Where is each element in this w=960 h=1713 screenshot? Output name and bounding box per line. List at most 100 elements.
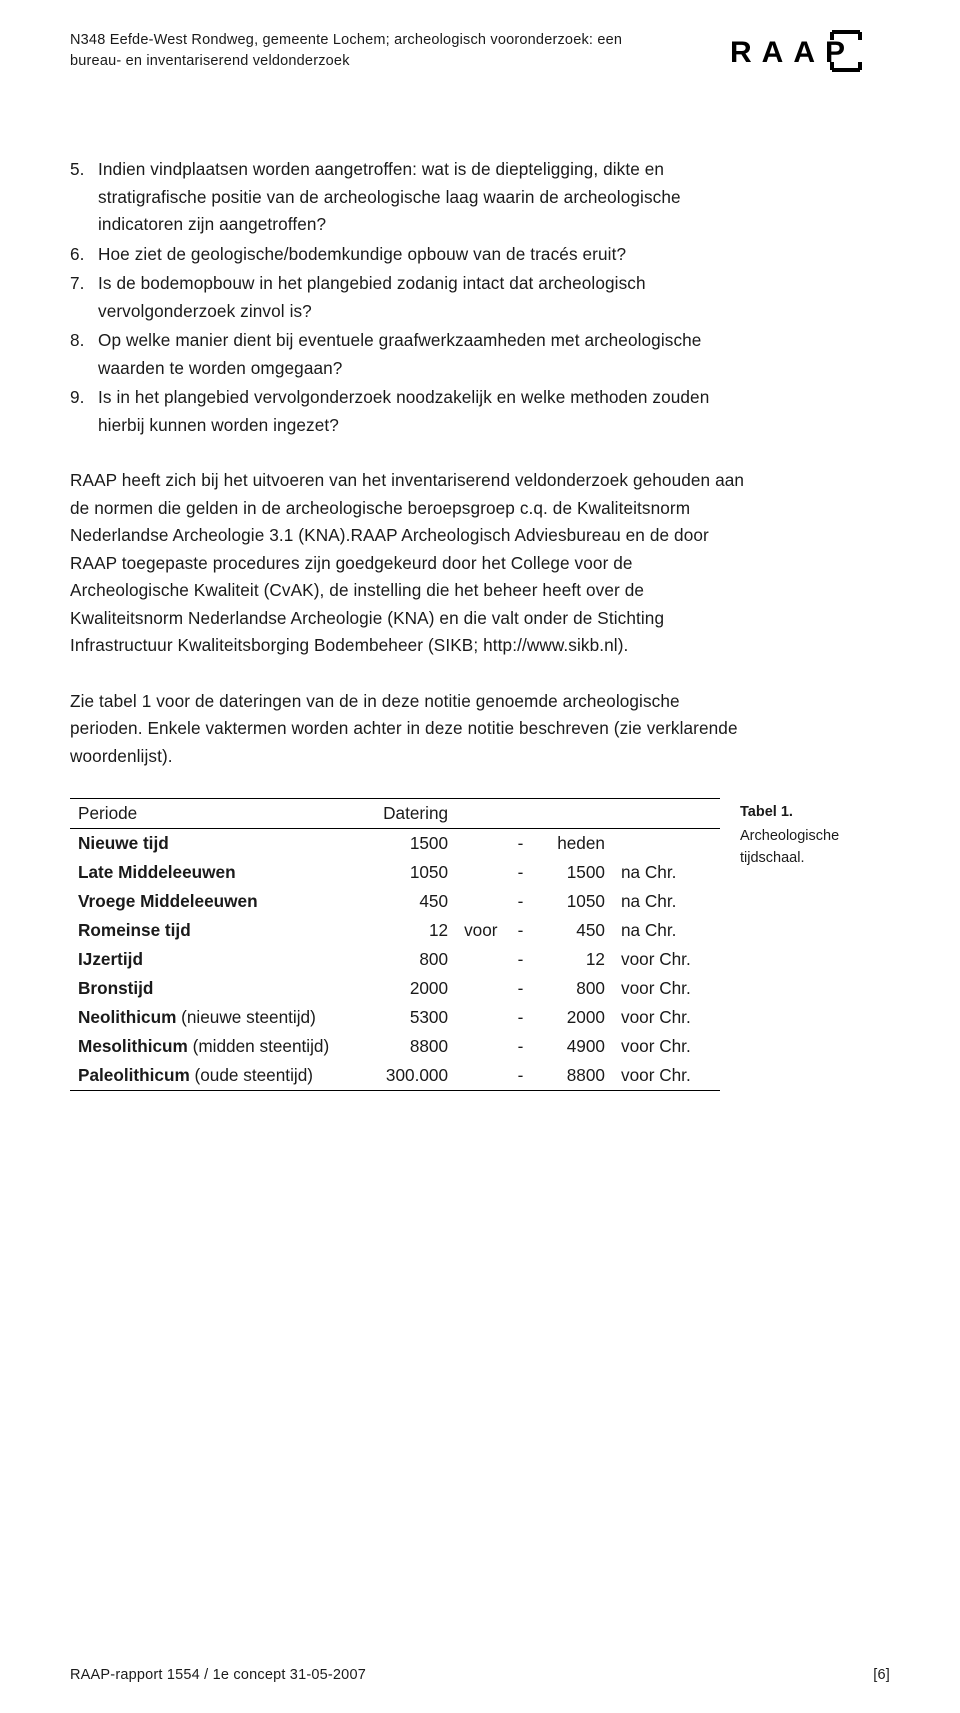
date-dash: - [506,916,535,945]
period-tail: (midden steentijd) [188,1036,329,1056]
question-list: 5.Indien vindplaatsen worden aangetroffe… [70,156,755,439]
period-tail: (oude steentijd) [190,1065,313,1085]
date-from: 1500 [350,829,456,859]
table-row: Bronstijd 2000 -800voor Chr. [70,974,720,1003]
date-dash: - [506,1032,535,1061]
table-body: Nieuwe tijd1500-heden Late Middeleeuwen1… [70,829,720,1091]
date-prefix [456,858,506,887]
table-header-row: Periode Datering [70,799,720,829]
date-from: 300.000 [350,1061,456,1091]
footer-right: [6] [873,1667,890,1683]
th-periode: Periode [70,799,350,829]
page: N348 Eefde-West Rondweg, gemeente Lochem… [0,0,960,1713]
list-text: Is de bodemopbouw in het plangebied zoda… [98,270,755,325]
period-name: Romeinse tijd [78,920,191,940]
table-row: Mesolithicum (midden steentijd) 8800 -4900… [70,1032,720,1061]
th-datering: Datering [350,799,456,829]
date-to: 12 [535,945,613,974]
date-dash: - [506,974,535,1003]
date-from: 5300 [350,1003,456,1032]
running-header: N348 Eefde-West Rondweg, gemeente Lochem… [70,30,622,72]
date-to: 800 [535,974,613,1003]
period-name: Neolithicum [78,1007,176,1027]
list-number: 6. [70,241,98,269]
list-text: Is in het plangebied vervolgonderzoek no… [98,384,755,439]
date-prefix [456,829,506,859]
date-prefix [456,1061,506,1091]
logo-text: RAAP [730,36,855,69]
list-number: 5. [70,156,98,239]
date-suffix: voor Chr. [613,974,720,1003]
period-name: Vroege Middeleeuwen [78,891,258,911]
list-item: 9.Is in het plangebied vervolgonderzoek … [70,384,755,439]
date-suffix: voor Chr. [613,1032,720,1061]
table-row: Vroege Middeleeuwen 450 -1050na Chr. [70,887,720,916]
date-dash: - [506,1003,535,1032]
list-number: 7. [70,270,98,325]
page-footer: RAAP-rapport 1554 / 1e concept 31-05-200… [70,1667,890,1683]
date-suffix: na Chr. [613,858,720,887]
period-name: Mesolithicum [78,1036,188,1056]
date-prefix [456,887,506,916]
th-blank [456,799,506,829]
period-name: Late Middeleeuwen [78,862,236,882]
period-name: IJzertijd [78,949,143,969]
list-item: 7.Is de bodemopbouw in het plangebied zo… [70,270,755,325]
page-header: N348 Eefde-West Rondweg, gemeente Lochem… [70,30,890,76]
th-blank [535,799,613,829]
date-to: 2000 [535,1003,613,1032]
period-name: Paleolithicum [78,1065,190,1085]
caption-title: Tabel 1. [740,802,890,824]
date-dash: - [506,858,535,887]
date-from: 2000 [350,974,456,1003]
date-dash: - [506,1061,535,1091]
date-suffix: voor Chr. [613,1061,720,1091]
header-line-1: N348 Eefde-West Rondweg, gemeente Lochem… [70,32,622,48]
table-with-caption: Periode Datering Nieuwe tijd1500-heden L… [70,798,890,1091]
period-name: Bronstijd [78,978,153,998]
table-row: IJzertijd 800 -12voor Chr. [70,945,720,974]
th-blank [613,799,720,829]
paragraph: RAAP heeft zich bij het uitvoeren van he… [70,467,755,660]
list-text: Hoe ziet de geologische/bodemkundige opb… [98,241,755,269]
date-from: 450 [350,887,456,916]
list-item: 5.Indien vindplaatsen worden aangetroffe… [70,156,755,239]
date-dash: - [506,829,535,859]
list-number: 8. [70,327,98,382]
date-from: 12 [350,916,456,945]
date-to: 4900 [535,1032,613,1061]
table-row: Neolithicum (nieuwe steentijd) 5300 -2000v… [70,1003,720,1032]
date-prefix [456,945,506,974]
date-to: 8800 [535,1061,613,1091]
list-text: Op welke manier dient bij eventuele graa… [98,327,755,382]
date-dash: - [506,945,535,974]
table-row: Late Middeleeuwen 1050 -1500na Chr. [70,858,720,887]
date-prefix [456,1032,506,1061]
period-tail: (nieuwe steentijd) [176,1007,315,1027]
date-from: 1050 [350,858,456,887]
table-row: Romeinse tijd 12voor-450na Chr. [70,916,720,945]
date-suffix: na Chr. [613,916,720,945]
date-prefix [456,974,506,1003]
table-row: Paleolithicum (oude steentijd) 300.000 -88… [70,1061,720,1091]
date-to: 450 [535,916,613,945]
caption-body: Archeologische tijdschaal. [740,828,839,866]
list-item: 8.Op welke manier dient bij eventuele gr… [70,327,755,382]
date-suffix: voor Chr. [613,1003,720,1032]
date-from: 800 [350,945,456,974]
date-prefix: voor [456,916,506,945]
date-to: 1050 [535,887,613,916]
date-to: 1500 [535,858,613,887]
date-prefix [456,1003,506,1032]
date-suffix: voor Chr. [613,945,720,974]
date-to: heden [535,829,613,859]
date-suffix [613,829,720,859]
list-number: 9. [70,384,98,439]
periods-table: Periode Datering Nieuwe tijd1500-heden L… [70,798,720,1091]
date-from: 8800 [350,1032,456,1061]
content-column: 5.Indien vindplaatsen worden aangetroffe… [70,156,755,770]
table-caption: Tabel 1. Archeologische tijdschaal. [740,798,890,869]
paragraph: Zie tabel 1 voor de dateringen van de in… [70,688,755,771]
date-dash: - [506,887,535,916]
date-suffix: na Chr. [613,887,720,916]
